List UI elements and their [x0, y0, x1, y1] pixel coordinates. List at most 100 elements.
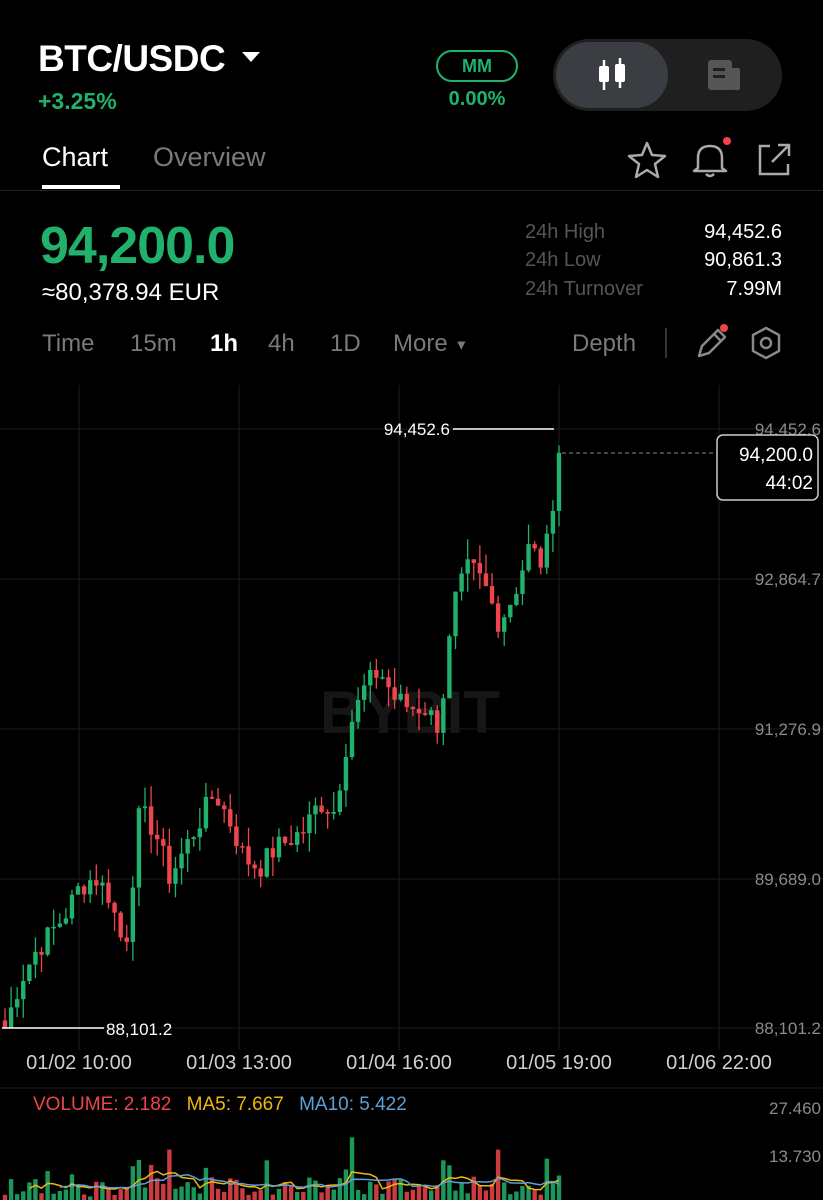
share-icon[interactable] [754, 140, 794, 180]
tab-divider [0, 190, 823, 191]
candle-body [477, 562, 483, 574]
volume-bar [240, 1188, 245, 1200]
candle-body [349, 721, 355, 758]
ma10-value: MA10: 5.422 [299, 1094, 407, 1115]
candle-body [264, 848, 269, 877]
candlestick-view-button[interactable] [556, 42, 668, 108]
candle-body [258, 868, 263, 877]
volume-bar [544, 1158, 550, 1200]
candle-body [368, 669, 373, 686]
candle-body [526, 544, 531, 571]
candle-body [447, 636, 452, 699]
timeframe-15m[interactable]: 15m [130, 330, 177, 357]
price-tick-label: 91,276.9 [755, 720, 821, 739]
candle-body [173, 868, 178, 884]
candle-body [27, 964, 32, 982]
volume-bar [118, 1189, 123, 1200]
candle-body [404, 693, 410, 708]
volume-bar [282, 1182, 288, 1200]
candle-body [154, 834, 160, 840]
volume-bar [301, 1192, 306, 1200]
candle-body [69, 894, 75, 919]
candle-body [392, 687, 397, 700]
candle-body [471, 559, 476, 563]
timeframe-more[interactable]: More ▼ [393, 330, 468, 358]
low-marker-label: 88,101.2 [106, 1020, 172, 1039]
price-change-percent: +3.25% [38, 88, 117, 114]
chart-grid [0, 385, 823, 1089]
volume-bar [404, 1191, 410, 1200]
depth-button[interactable]: Depth [572, 330, 637, 357]
pencil-icon[interactable] [692, 323, 732, 363]
star-icon[interactable] [626, 140, 668, 180]
volume-bar [550, 1183, 556, 1200]
time-axis: 01/02 10:00 01/03 13:00 01/04 16:00 01/05 1… [26, 1052, 772, 1074]
stat-label-low: 24h Low [525, 249, 601, 271]
candle-body [325, 812, 330, 814]
timeframe-4h[interactable]: 4h [268, 330, 295, 357]
candle-body [191, 837, 196, 840]
candle-body [295, 832, 300, 845]
trading-pair[interactable]: BTC/USDC [38, 38, 226, 79]
tab-chart[interactable]: Chart [42, 142, 109, 172]
volume-bar [288, 1185, 294, 1200]
candle-body [75, 886, 81, 895]
volume-bar [508, 1194, 513, 1200]
candle-body [459, 573, 464, 592]
time-tick-label: 01/06 22:00 [666, 1052, 772, 1074]
bell-icon[interactable] [690, 136, 732, 180]
volume-bar [264, 1160, 269, 1200]
volume-bar [252, 1191, 257, 1200]
candle-body [276, 836, 282, 858]
candlestick-chart[interactable]: BYBIT 94,452.6 92,864.7 91,276.9 89,689.0 88… [0, 385, 823, 1200]
candle-body [2, 1020, 8, 1028]
volume-bar [14, 1194, 20, 1200]
ma5-value: MA5: 7.667 [186, 1094, 284, 1115]
price-axis: 94,452.692,864.791,276.989,689.088,101.2 [755, 420, 821, 1038]
candle-body [313, 805, 318, 815]
timeframe-time[interactable]: Time [42, 330, 95, 357]
tab-overview[interactable]: Overview [153, 142, 266, 172]
timeframe-1d[interactable]: 1D [330, 330, 361, 357]
candle-body [142, 806, 148, 809]
volume-bar [514, 1191, 519, 1200]
candle-body [331, 812, 336, 814]
candle-body [556, 452, 562, 511]
countdown-label: 44:02 [765, 473, 813, 494]
candle-body [337, 790, 343, 813]
volume-bar [124, 1189, 129, 1200]
pair-dropdown-icon[interactable] [242, 52, 260, 62]
stat-label-turnover: 24h Turnover [525, 278, 643, 300]
candle-body [532, 544, 537, 549]
candle-body [374, 669, 379, 678]
candle-body [136, 808, 142, 888]
volume-bar [191, 1187, 196, 1200]
candle-body [246, 846, 251, 865]
candle-body [502, 617, 507, 632]
settings-icon[interactable] [748, 325, 784, 361]
volume-tick-label: 27.460 [769, 1099, 821, 1118]
volume-bar [185, 1182, 190, 1200]
document-view-button[interactable] [668, 42, 780, 108]
volume-bar [526, 1185, 531, 1200]
candle-body [221, 805, 227, 810]
candle-body [544, 533, 550, 568]
candle-body [100, 882, 105, 886]
stat-value-turnover: 7.99M [726, 278, 782, 300]
volume-bar [361, 1194, 367, 1200]
volume-value: VOLUME: 2.182 [33, 1094, 172, 1115]
volume-bar [410, 1189, 416, 1200]
volume-bar [459, 1183, 464, 1200]
time-tick-label: 01/04 16:00 [346, 1052, 452, 1074]
candle-body [215, 798, 221, 806]
candle-body [124, 937, 129, 942]
last-price: 94,200.0 [40, 217, 235, 275]
candle-body [301, 832, 306, 834]
timeframe-1h[interactable]: 1h [210, 330, 239, 357]
volume-bar [130, 1166, 136, 1200]
more-caret-icon: ▼ [454, 336, 469, 353]
candle-body [489, 585, 495, 604]
mm-badge[interactable]: MM [436, 50, 518, 82]
volume-bar [75, 1184, 81, 1200]
volume-bar [368, 1181, 373, 1200]
